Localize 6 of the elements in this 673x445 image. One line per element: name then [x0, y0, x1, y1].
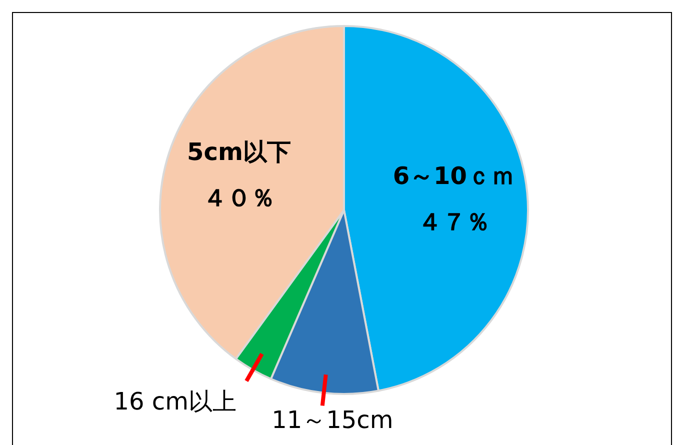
- slice-label: 16 cm以上: [114, 387, 236, 416]
- slice-label: 5cm以下: [187, 138, 291, 166]
- data-label: ４７％: [418, 208, 490, 236]
- data-label: ４０％: [203, 184, 276, 212]
- slice-label: 11～15cm: [272, 406, 394, 434]
- slice-label: 6～10ｃｍ: [392, 162, 515, 190]
